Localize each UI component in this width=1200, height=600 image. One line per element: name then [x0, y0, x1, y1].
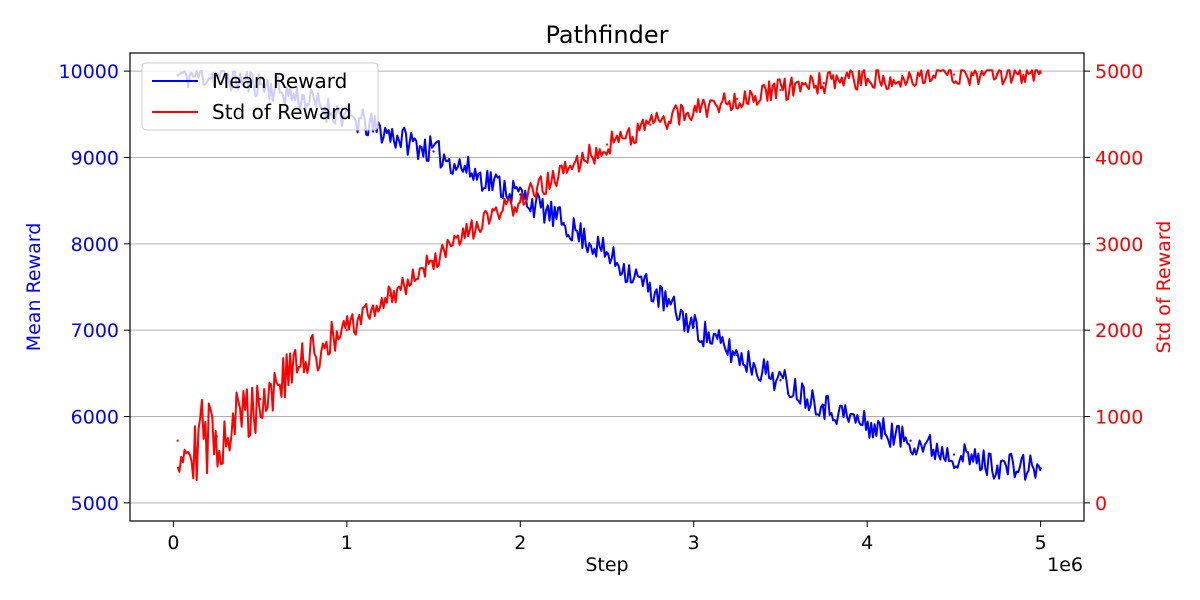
std-of-reward-point	[475, 225, 479, 228]
y-left-tick-label: 10000	[59, 61, 119, 83]
mean-reward-point	[996, 464, 999, 467]
x-tick-label: 1	[341, 532, 353, 554]
grid-layer	[130, 70, 1084, 504]
std-of-reward-point	[952, 73, 956, 76]
mean-reward-point	[605, 252, 609, 256]
std-of-reward-point	[519, 199, 522, 202]
y-axis-left-title: Mean Reward	[23, 223, 45, 352]
std-of-reward-point	[605, 143, 609, 146]
std-of-reward-point	[649, 123, 652, 126]
std-of-reward-point	[345, 328, 349, 332]
std-of-reward-point	[215, 435, 218, 438]
x-tick-label: 0	[167, 532, 179, 554]
mean-reward-point	[432, 150, 435, 153]
std-of-reward-point	[779, 88, 782, 92]
std-of-reward-point	[996, 72, 999, 75]
mean-reward-point	[735, 354, 739, 357]
mean-reward-point	[779, 379, 782, 382]
mean-reward-point	[692, 325, 695, 328]
std-of-reward-point	[432, 259, 435, 263]
std-of-reward-point	[176, 439, 179, 442]
y-left-tick-label: 7000	[71, 320, 119, 342]
legend: Mean Reward Std of Reward	[141, 62, 379, 131]
std-of-reward-point	[865, 78, 869, 81]
chart-title: Pathfinder	[546, 21, 669, 49]
series-line-std-of-reward	[176, 69, 1042, 482]
mean-reward-point	[909, 439, 912, 442]
x-tick-label: 2	[514, 532, 526, 554]
tick-layer: 0 1 2 3 4 5 5000 6000 7000 8000 9000 10000 0 1000 2000…	[59, 61, 1144, 554]
y-left-tick-label: 6000	[71, 407, 119, 429]
mean-reward-point	[822, 404, 826, 407]
std-of-reward-point	[735, 97, 739, 100]
std-of-reward-point	[388, 294, 392, 297]
series-layer	[176, 69, 1042, 482]
y-axis-right-title: Std of Reward	[1153, 221, 1175, 354]
y-left-tick-label: 9000	[71, 147, 119, 169]
y-right-tick-label: 1000	[1095, 407, 1143, 429]
std-of-reward-point	[562, 170, 565, 174]
mean-reward-point	[562, 221, 565, 225]
legend-label-mean: Mean Reward	[212, 69, 347, 93]
std-of-reward-point	[822, 82, 826, 85]
std-of-reward-point	[258, 398, 262, 401]
std-of-reward-point	[909, 75, 912, 79]
std-of-reward-point	[692, 108, 695, 112]
y-right-tick-label: 4000	[1095, 147, 1143, 169]
mean-reward-point	[649, 287, 652, 290]
mean-reward-point	[388, 132, 392, 136]
x-tick-label: 5	[1035, 532, 1047, 554]
y-right-tick-label: 0	[1095, 493, 1107, 515]
y-left-tick-label: 5000	[71, 493, 119, 515]
plot-frame	[129, 52, 1085, 522]
x-tick-label: 3	[688, 532, 700, 554]
y-right-tick-label: 3000	[1095, 234, 1143, 256]
x-axis-offset-label: 1e6	[1047, 554, 1083, 576]
mean-reward-point	[519, 193, 522, 196]
y-right-tick-label: 5000	[1095, 61, 1143, 83]
mean-reward-point	[475, 173, 479, 176]
mean-reward-point	[952, 453, 956, 456]
series-line-mean-reward	[177, 70, 1042, 481]
x-axis-title: Step	[585, 554, 628, 576]
x-tick-label: 4	[861, 532, 873, 554]
legend-label-std: Std of Reward	[212, 100, 352, 124]
y-left-tick-label: 8000	[71, 234, 119, 256]
mean-reward-point	[865, 423, 869, 427]
y-right-tick-label: 2000	[1095, 320, 1143, 342]
std-of-reward-point	[1039, 71, 1042, 75]
std-of-reward-point	[302, 360, 305, 363]
mean-reward-point	[1039, 467, 1042, 470]
legend-box	[141, 62, 379, 131]
